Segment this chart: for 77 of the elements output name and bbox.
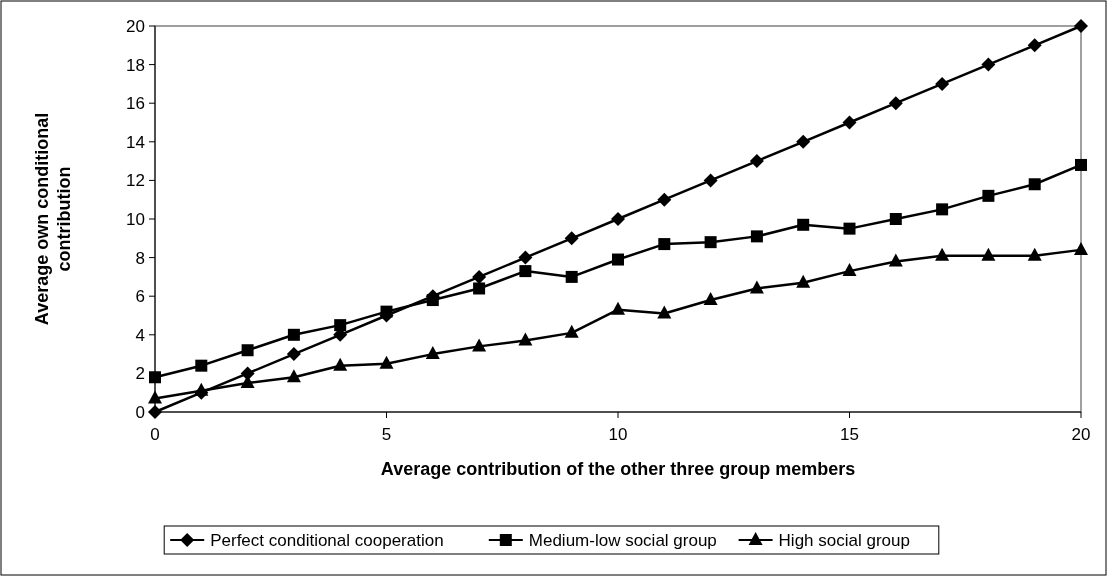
point: [611, 301, 625, 315]
point: [982, 189, 995, 202]
point: [149, 371, 161, 384]
y-tick-label: 10: [126, 209, 145, 229]
y-tick-label: 6: [135, 287, 145, 307]
point: [981, 247, 996, 261]
point: [148, 390, 162, 404]
point: [1027, 38, 1042, 53]
point: [240, 366, 255, 381]
point: [148, 405, 162, 419]
point: [888, 253, 903, 267]
point: [704, 236, 717, 249]
point: [518, 332, 533, 346]
point: [981, 57, 996, 72]
point: [703, 292, 718, 306]
point: [612, 253, 624, 266]
x-tick-label: 20: [1071, 425, 1091, 444]
x-tick-label: 15: [840, 425, 859, 444]
legend-label: High social group: [778, 530, 910, 550]
y-tick-label: 2: [135, 364, 145, 384]
point: [611, 212, 625, 226]
point: [749, 280, 764, 294]
y-tick-label: 12: [126, 171, 145, 191]
point: [379, 355, 394, 369]
y-tick-label: 20: [126, 16, 145, 36]
point: [796, 134, 811, 149]
point: [749, 154, 764, 169]
point: [657, 305, 672, 319]
point: [564, 231, 579, 246]
x-tick-label: 0: [150, 425, 160, 444]
point: [796, 274, 811, 288]
point: [473, 282, 486, 295]
point: [518, 250, 533, 265]
point: [286, 369, 301, 383]
x-tick-label: 5: [381, 425, 392, 444]
point: [565, 270, 578, 283]
point: [472, 269, 487, 284]
point: [843, 222, 856, 235]
point: [241, 344, 254, 357]
y-axis-title: Average own conditional contribution: [32, 112, 74, 326]
y-tick-label: 0: [135, 402, 145, 422]
point: [287, 328, 300, 341]
point: [333, 357, 348, 371]
y-tick-label: 8: [135, 248, 145, 268]
point: [888, 96, 903, 111]
point: [842, 263, 857, 277]
x-axis-title: Average contribution of the other three group members: [380, 459, 856, 479]
point: [935, 247, 950, 261]
point: [797, 218, 810, 231]
point: [935, 76, 950, 91]
point: [842, 115, 857, 130]
point: [564, 324, 579, 338]
point: [472, 338, 487, 352]
point: [1028, 178, 1041, 191]
y-tick-label: 18: [126, 55, 145, 75]
y-tick-label: 14: [126, 132, 145, 152]
point: [750, 230, 763, 243]
point: [1074, 19, 1088, 33]
legend-label: Perfect conditional cooperation: [210, 530, 444, 550]
y-tick-label: 16: [126, 94, 145, 114]
point: [658, 238, 671, 251]
legend-label: Medium-low social group: [528, 530, 717, 550]
point: [936, 203, 949, 216]
point: [889, 213, 902, 225]
x-tick-label: 10: [608, 425, 628, 444]
point: [703, 173, 718, 188]
point: [1027, 247, 1042, 261]
point: [425, 346, 440, 360]
point: [286, 347, 301, 362]
point: [519, 265, 532, 278]
point: [657, 192, 672, 207]
point: [1074, 241, 1088, 255]
point: [194, 385, 209, 400]
y-tick-label: 4: [135, 325, 145, 345]
point: [1075, 158, 1087, 171]
point: [195, 359, 208, 372]
point: [334, 319, 347, 332]
